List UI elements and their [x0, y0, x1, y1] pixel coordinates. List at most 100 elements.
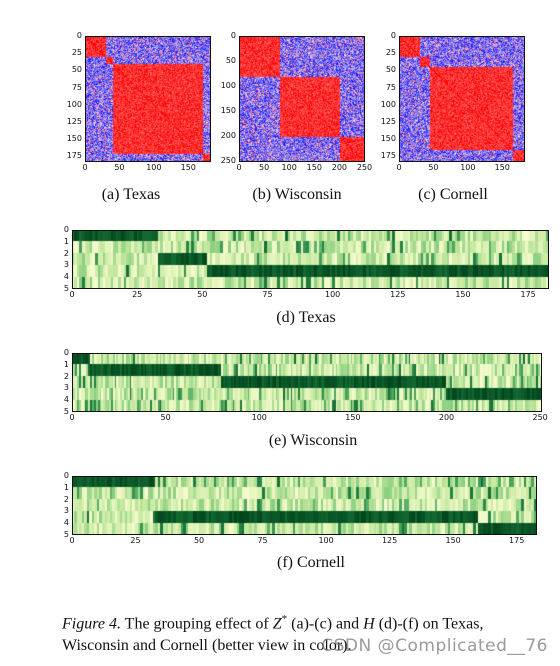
heatmap-frame [239, 36, 365, 162]
y-tick-label: 0 [390, 31, 396, 40]
caption-text-1: The grouping effect of [120, 615, 273, 633]
y-tick-label: 1 [63, 482, 69, 492]
y-tick-label: 2 [63, 248, 69, 258]
x-tick-label: 100 [146, 163, 162, 172]
y-tick-label: 0 [63, 225, 69, 234]
x-tick-label: 50 [197, 290, 208, 299]
y-tick-label: 250 [220, 156, 236, 166]
subfigure-label: (e) Wisconsin [268, 432, 358, 449]
figure-caption: Figure 4. The grouping effect of Z* (a)-… [62, 608, 542, 657]
y-tick-label: 150 [220, 106, 236, 116]
y-tick-label: 50 [71, 65, 82, 75]
y-tick-label: 2 [63, 371, 69, 381]
x-tick-label: 200 [331, 163, 348, 172]
x-tick-label: 25 [130, 536, 141, 545]
caption-prefix: Figure 4. [62, 615, 121, 633]
x-tick-label: 150 [494, 163, 510, 172]
y-tick-label: 50 [385, 65, 396, 75]
x-tick-label: 100 [460, 163, 476, 172]
y-tick-label: 50 [225, 56, 236, 66]
cornell-similarity-heatmap [399, 36, 525, 162]
y-tick-label: 3 [63, 383, 69, 393]
x-tick-label: 0 [69, 413, 75, 422]
x-tick-label: 75 [257, 536, 268, 545]
x-tick-label: 200 [438, 413, 455, 422]
x-tick-label: 50 [160, 413, 171, 422]
x-tick-label: 0 [236, 163, 242, 172]
heatmap-frame [72, 230, 549, 289]
texas-similarity-heatmap [85, 36, 211, 162]
y-tick-label: 25 [385, 48, 396, 58]
x-tick-label: 150 [306, 163, 322, 172]
y-tick-label: 0 [63, 348, 69, 357]
y-tick-label: 4 [63, 272, 69, 282]
x-tick-label: 150 [345, 413, 361, 422]
y-tick-label: 200 [220, 131, 236, 141]
x-tick-label: 100 [325, 290, 341, 299]
subfigure-label: (c) Cornell [418, 186, 488, 203]
x-tick-label: 175 [509, 536, 525, 545]
caption-text-2: (a)-(c) and [287, 615, 364, 633]
caption-text-3: (d)-(f) on Texas, Wisconsin and Cornell … [62, 615, 484, 655]
x-tick-label: 50 [428, 163, 439, 172]
y-tick-label: 1 [63, 236, 69, 246]
wisconsin-grouping-heatmap [72, 353, 542, 412]
y-tick-label: 75 [71, 82, 82, 92]
subfigure-label: (b) Wisconsin [252, 186, 342, 203]
y-tick-label: 100 [220, 81, 236, 91]
texas-grouping-heatmap [72, 230, 549, 289]
y-tick-label: 175 [66, 151, 82, 161]
x-tick-label: 25 [132, 290, 143, 299]
heatmap-frame [399, 36, 525, 162]
x-tick-label: 150 [455, 290, 471, 299]
y-tick-label: 150 [380, 134, 396, 144]
wisconsin-similarity-heatmap [239, 36, 365, 162]
watermark: CSDN @Complicated__76 [321, 636, 548, 656]
x-tick-label: 50 [193, 536, 205, 545]
heatmap-frame [72, 476, 537, 535]
x-tick-label: 100 [251, 413, 267, 422]
caption-z-sup: * [281, 613, 288, 625]
y-tick-label: 175 [380, 151, 396, 161]
caption-h: H [363, 615, 375, 633]
subfigure-label: (a) Texas [101, 186, 161, 203]
y-tick-label: 3 [63, 506, 69, 516]
x-tick-label: 75 [262, 290, 273, 299]
subfigure-label: (f) Cornell [277, 554, 345, 571]
y-tick-label: 5 [63, 284, 69, 293]
subfigure-label: (d) Texas [276, 309, 336, 326]
y-tick-label: 75 [385, 82, 396, 92]
x-tick-label: 0 [69, 536, 75, 545]
x-tick-label: 50 [259, 163, 270, 172]
y-tick-label: 125 [66, 117, 82, 127]
y-tick-label: 4 [63, 395, 69, 405]
y-tick-label: 100 [66, 99, 82, 109]
y-tick-label: 150 [66, 134, 82, 144]
heatmap-frame [85, 36, 211, 162]
x-tick-label: 150 [180, 163, 196, 172]
x-tick-label: 0 [69, 290, 75, 299]
x-tick-label: 100 [318, 536, 334, 545]
caption-z: Z [272, 615, 282, 633]
x-tick-label: 0 [396, 163, 402, 172]
x-tick-label: 250 [356, 163, 373, 172]
y-tick-label: 0 [230, 31, 236, 40]
y-tick-label: 1 [63, 359, 69, 369]
y-tick-label: 2 [63, 494, 69, 504]
y-tick-label: 25 [71, 48, 82, 58]
y-tick-label: 4 [63, 518, 69, 528]
y-tick-label: 5 [63, 530, 69, 539]
cornell-grouping-heatmap [72, 476, 537, 535]
y-tick-label: 125 [380, 117, 396, 127]
y-tick-label: 0 [63, 471, 69, 480]
y-tick-label: 100 [380, 99, 396, 109]
y-tick-label: 3 [63, 260, 69, 270]
heatmap-frame [72, 353, 542, 412]
y-tick-label: 5 [63, 407, 69, 416]
x-tick-label: 50 [114, 163, 125, 172]
x-tick-label: 250 [532, 413, 548, 422]
y-tick-label: 0 [76, 31, 82, 40]
x-tick-label: 0 [82, 163, 88, 172]
x-tick-label: 150 [445, 536, 461, 545]
